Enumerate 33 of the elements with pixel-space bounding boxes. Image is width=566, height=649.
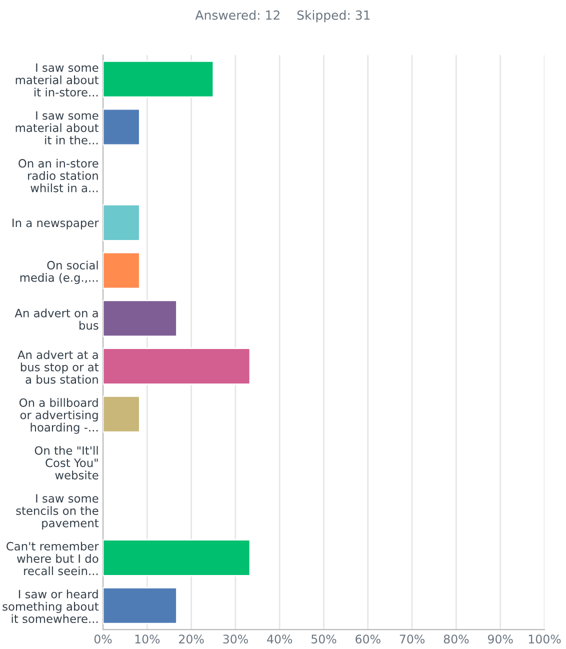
y-tick-label: I saw some material about it in-store... xyxy=(16,63,99,97)
x-tick-label: 100% xyxy=(528,634,561,644)
y-tick-label: In a newspaper xyxy=(12,218,99,230)
x-tick-label: 40% xyxy=(267,634,292,644)
bar xyxy=(103,252,140,290)
bar xyxy=(103,300,178,338)
y-tick-label: An advert at a bus stop or at a bus station xyxy=(18,350,99,384)
x-tick-label: 50% xyxy=(312,634,336,644)
bar xyxy=(103,586,178,624)
x-tick-label: 30% xyxy=(223,634,248,644)
x-tick-label: 70% xyxy=(400,634,425,644)
x-tick-label: 0% xyxy=(94,634,112,644)
y-tick-label: I saw some stencils on the pavement xyxy=(16,494,99,530)
y-tick-label: Can't remember where but I do recall seein... xyxy=(6,542,99,576)
y-tick-label: I saw or heard something about it somewhere... xyxy=(2,590,99,624)
y-tick-label: On the "It'll Cost You" website xyxy=(34,446,98,480)
x-tick-label: 10% xyxy=(135,634,160,644)
x-tick-label: 60% xyxy=(356,634,380,644)
y-tick-label: An advert on a bus xyxy=(14,308,98,330)
bar xyxy=(103,396,140,433)
chart-title: Answered: 12 Skipped: 31 xyxy=(195,10,370,22)
bar xyxy=(103,348,251,385)
y-tick-label: On social media (e.g.,... xyxy=(20,260,98,284)
y-tick-label: On an in-store radio station whilst in a... xyxy=(18,158,98,192)
bar xyxy=(103,204,140,242)
x-tick-label: 90% xyxy=(488,634,513,644)
x-tick-label: 20% xyxy=(179,634,204,644)
y-tick-label: On a billboard or advertising hoarding -... xyxy=(19,398,98,434)
bar xyxy=(103,108,140,146)
bar xyxy=(103,60,214,98)
x-tick-label: 80% xyxy=(444,634,469,644)
bar xyxy=(103,539,251,576)
y-tick-label: I saw some material about it in the... xyxy=(16,111,99,144)
